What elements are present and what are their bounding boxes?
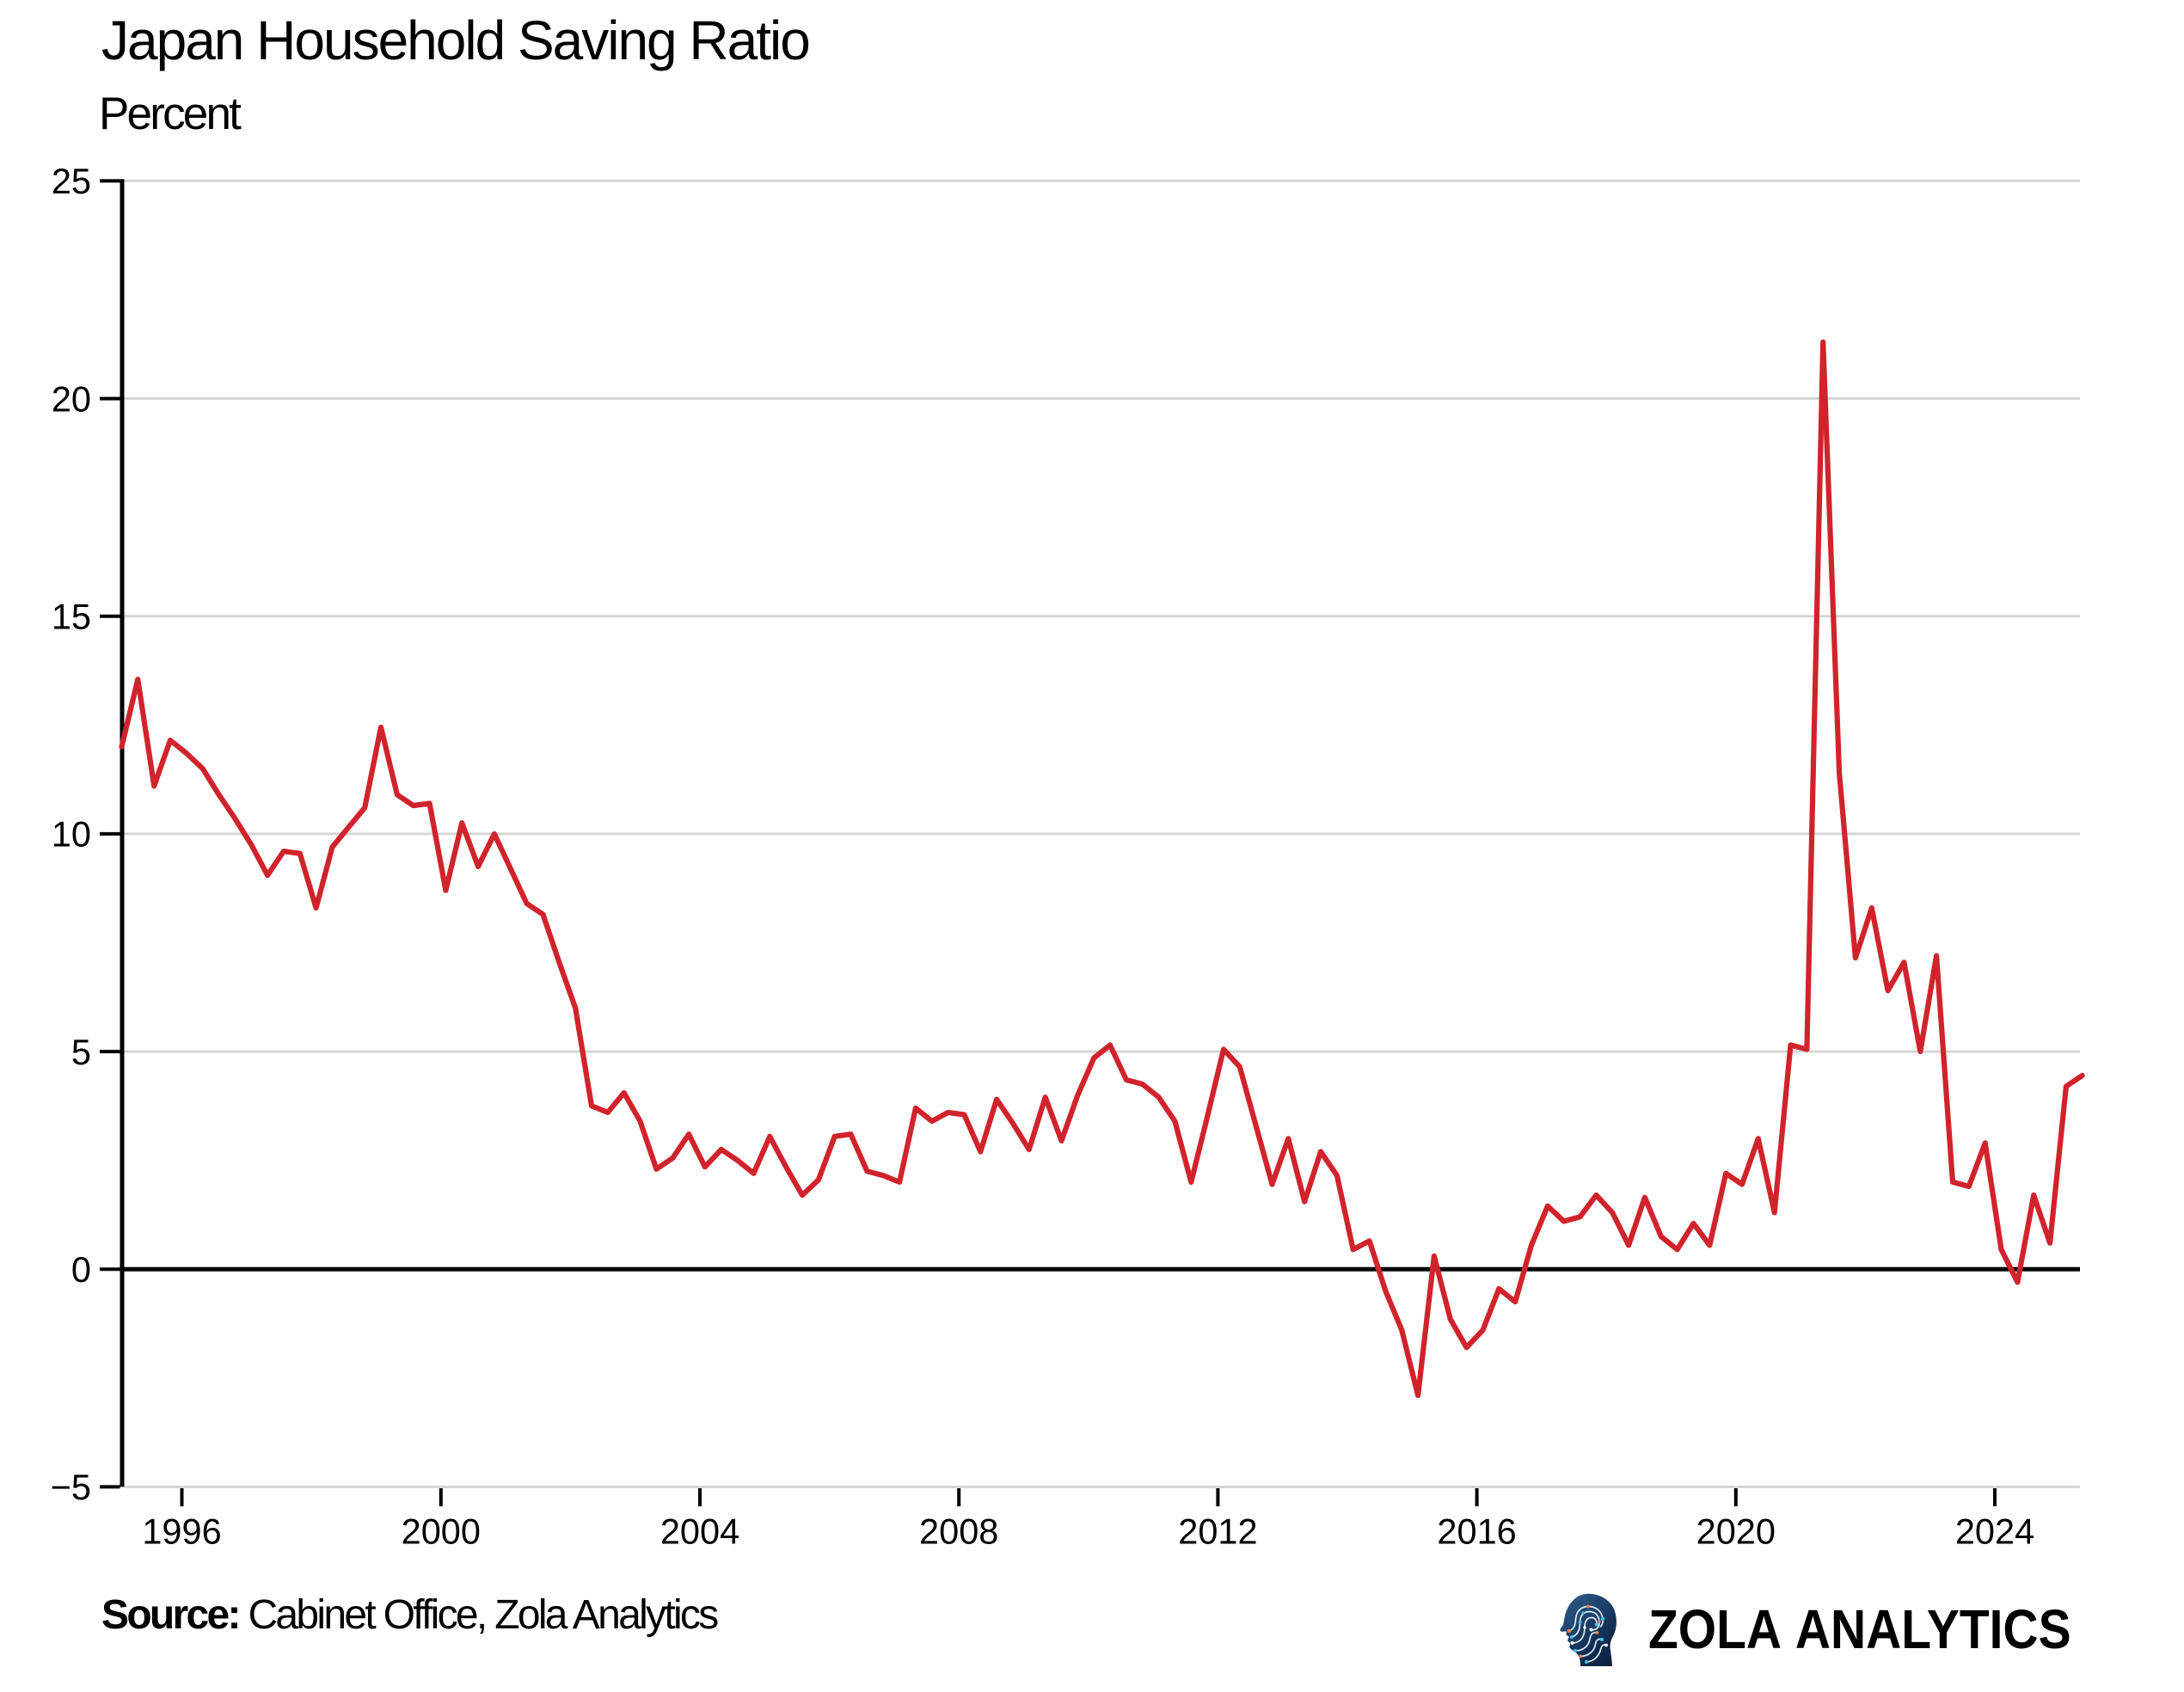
svg-text:2020: 2020	[1696, 1511, 1776, 1552]
svg-text:2012: 2012	[1178, 1511, 1257, 1552]
svg-text:2024: 2024	[1955, 1511, 2034, 1552]
svg-text:20: 20	[52, 378, 91, 419]
svg-text:2004: 2004	[660, 1511, 739, 1552]
svg-text:0: 0	[71, 1249, 91, 1290]
svg-text:1996: 1996	[142, 1511, 221, 1552]
svg-text:2016: 2016	[1437, 1511, 1516, 1552]
svg-text:2008: 2008	[919, 1511, 998, 1552]
svg-text:5: 5	[71, 1032, 91, 1072]
svg-text:25: 25	[52, 161, 91, 201]
svg-text:10: 10	[52, 814, 91, 855]
svg-text:2000: 2000	[402, 1511, 481, 1552]
svg-text:15: 15	[52, 597, 91, 637]
svg-text:−5: −5	[51, 1467, 91, 1507]
